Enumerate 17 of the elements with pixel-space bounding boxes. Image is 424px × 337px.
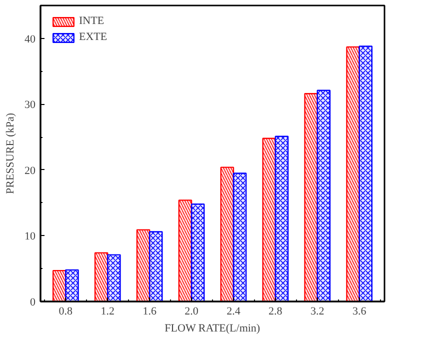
legend-label: INTE: [79, 15, 104, 27]
x-tick-label: 2.8: [268, 306, 283, 318]
y-tick-label: 0: [30, 296, 36, 308]
x-tick-label: 3.6: [352, 306, 367, 318]
y-tick-label: 10: [24, 230, 36, 243]
x-tick-label: 1.6: [142, 306, 157, 318]
y-axis-title: PRESSURE (kPa): [4, 112, 16, 194]
x-tick-label: 0.8: [58, 306, 74, 318]
y-tick-label: 30: [24, 99, 36, 112]
x-axis-title: FLOW RATE(L/min): [164, 322, 260, 334]
x-tick-label: 1.2: [100, 306, 114, 318]
y-tick-label: 40: [24, 33, 36, 46]
legend-label: EXTE: [79, 31, 108, 43]
x-tick-label: 2.4: [226, 306, 241, 318]
y-tick-label: 20: [24, 164, 36, 177]
x-tick-label: 3.2: [310, 306, 324, 318]
x-tick-label: 2.0: [184, 306, 199, 318]
